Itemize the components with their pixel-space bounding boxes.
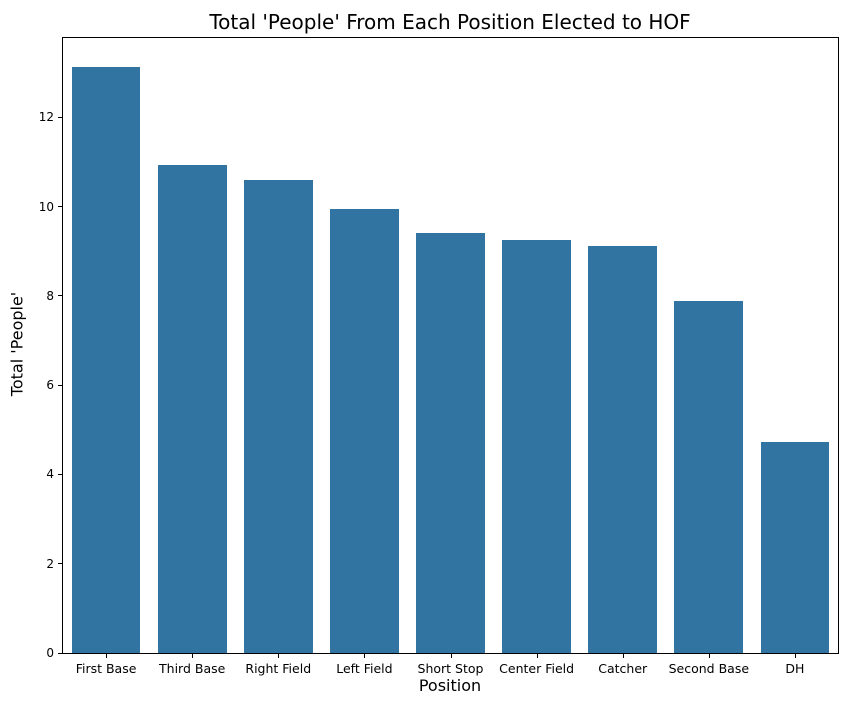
x-tick-mark-catcher bbox=[622, 654, 624, 658]
x-tick-label-dh: DH bbox=[785, 661, 805, 676]
y-tick-label-10: 10 bbox=[38, 199, 54, 214]
x-tick-mark-center-field bbox=[536, 654, 538, 658]
x-tick-mark-second-base bbox=[708, 654, 710, 658]
bars bbox=[63, 38, 838, 653]
bar-dh bbox=[760, 442, 830, 653]
y-tick-label-12: 12 bbox=[38, 110, 54, 125]
x-tick-mark-dh bbox=[794, 654, 796, 658]
bar-center-field bbox=[502, 240, 572, 653]
bar-first-base bbox=[71, 67, 141, 653]
y-tick-mark-10 bbox=[58, 206, 62, 208]
y-tick-mark-6 bbox=[58, 384, 62, 386]
bar-third-base bbox=[157, 165, 227, 653]
x-tick-mark-right-field bbox=[278, 654, 280, 658]
y-tick-label-0: 0 bbox=[46, 646, 54, 660]
bar-catcher bbox=[588, 245, 658, 653]
x-tick-label-right-field: Right Field bbox=[245, 661, 312, 676]
y-tick-mark-2 bbox=[58, 563, 62, 565]
y-tick-mark-8 bbox=[58, 295, 62, 297]
y-tick-mark-4 bbox=[58, 473, 62, 475]
y-axis-label: Total 'People' bbox=[7, 291, 27, 397]
bar-second-base bbox=[674, 301, 744, 653]
y-tick-mark-0 bbox=[58, 652, 62, 654]
plot-area: 0 2 4 6 8 10 12 First Base Third Base Right Fiel… bbox=[39, 37, 839, 676]
y-tick-label-2: 2 bbox=[46, 556, 54, 571]
x-tick-label-short-stop: Short Stop bbox=[417, 661, 484, 676]
y-tick-label-4: 4 bbox=[46, 467, 54, 482]
y-tick-label-8: 8 bbox=[46, 288, 54, 303]
x-tick-label-catcher: Catcher bbox=[598, 661, 648, 676]
x-tick-mark-short-stop bbox=[450, 654, 452, 658]
x-axis-label: Position bbox=[418, 676, 482, 695]
chart-title: Total 'People' From Each Position Electe… bbox=[209, 10, 691, 34]
x-tick-mark-first-base bbox=[106, 654, 108, 658]
x-tick-label-third-base: Third Base bbox=[159, 661, 226, 676]
y-tick-mark-12 bbox=[58, 116, 62, 118]
x-tick-mark-third-base bbox=[192, 654, 194, 658]
bar-left-field bbox=[329, 208, 399, 653]
bar-short-stop bbox=[416, 233, 485, 653]
bar-right-field bbox=[243, 180, 313, 653]
x-tick-label-center-field: Center Field bbox=[499, 661, 575, 676]
y-tick-label-6: 6 bbox=[46, 378, 54, 393]
x-tick-mark-left-field bbox=[364, 654, 366, 658]
x-tick-label-second-base: Second Base bbox=[668, 661, 750, 676]
x-tick-label-first-base: First Base bbox=[75, 661, 137, 676]
x-tick-label-left-field: Left Field bbox=[336, 661, 393, 676]
